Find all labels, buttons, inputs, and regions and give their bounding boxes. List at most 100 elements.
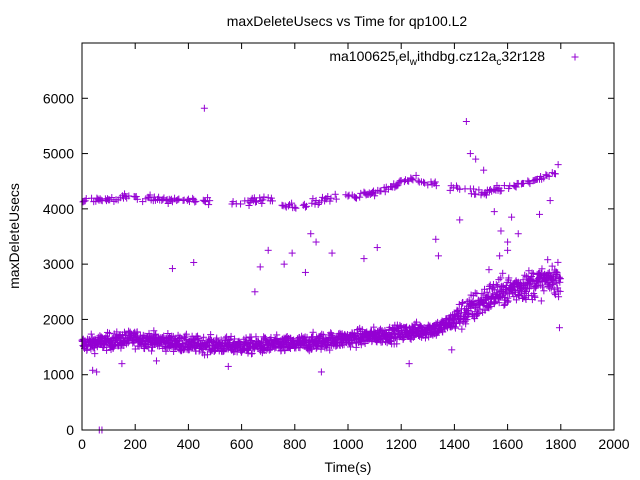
y-tick-label: 1000 [43,367,74,383]
chart-title: maxDeleteUsecs vs Time for qp100.L2 [227,13,468,29]
data-point [205,201,213,209]
data-point [472,190,480,198]
data-point [508,213,516,221]
data-point [470,185,478,193]
data-point [371,192,379,200]
legend-part: el [399,48,410,64]
data-point [520,179,528,187]
data-point [399,334,407,342]
data-point [552,279,560,287]
data-point [252,198,260,206]
data-point [201,198,209,206]
data-point [97,333,105,341]
data-point [174,196,182,204]
x-tick-label: 200 [124,436,148,452]
data-point [531,293,539,301]
data-point [259,196,267,204]
data-point [224,362,232,370]
data-point [522,288,530,296]
x-tick-label: 400 [177,436,201,452]
data-point [87,330,95,338]
data-point [301,268,309,276]
data-point [554,284,562,292]
data-point [314,341,322,349]
data-point [103,346,111,354]
data-point [456,216,464,224]
data-point [268,197,276,205]
data-point [451,324,459,332]
data-point [514,230,522,238]
data-point [554,161,562,169]
x-tick-label: 1200 [386,436,417,452]
data-point [301,203,309,211]
data-point [248,349,256,357]
data-point [260,193,268,201]
data-point [278,201,286,209]
data-point [258,199,266,207]
data-point [286,345,294,353]
data-point [252,333,260,341]
data-point [91,350,99,358]
data-point [497,187,505,195]
data-point [176,333,184,341]
data-point [190,258,198,266]
data-point [540,287,548,295]
data-point [344,192,352,200]
data-point [125,192,133,200]
data-point [227,332,235,340]
data-point [288,199,296,207]
data-point [308,199,316,207]
legend-marker-plus [571,53,579,61]
data-point [537,297,545,305]
data-point [189,194,197,202]
data-point [309,195,317,203]
data-point [482,191,490,199]
legend-subscript: w [409,57,418,68]
data-point [556,278,564,286]
legend-part: ithdbg.cz12a [417,48,497,64]
data-point [512,183,520,191]
data-point [431,178,439,186]
data-point [480,166,488,174]
x-tick-label: 600 [230,436,254,452]
data-point [118,360,126,368]
data-point [307,230,315,238]
data-point [496,252,504,260]
y-tick-label: 5000 [43,146,74,162]
data-point [453,306,461,314]
data-point [312,238,320,246]
data-point [528,269,536,277]
data-point [192,197,200,205]
data-point [318,193,326,201]
data-point [169,332,177,340]
data-point [485,266,493,274]
data-point [331,190,339,198]
data-point [414,177,422,185]
data-point [459,298,467,306]
legend-marker [571,53,579,61]
data-point [486,186,494,194]
data-point [356,193,364,201]
y-axis-ticks: 0 1000 2000 3000 4000 5000 6000 [43,90,614,438]
data-point [539,283,547,291]
data-point [483,294,491,302]
data-point [312,344,320,352]
data-point [556,275,564,283]
data-point [403,323,411,331]
data-point [393,182,401,190]
data-point [175,195,183,203]
data-point [545,172,553,180]
data-point [292,204,300,212]
x-axis-ticks: 0 200 400 600 800 1000 1200 1400 1600 1800 2000 [78,43,630,452]
data-point [555,293,563,301]
data-point [328,249,336,257]
data-point [544,256,552,264]
x-axis-label: Time(s) [325,459,372,475]
data-point [264,246,272,254]
data-point [471,289,479,297]
data-point [108,194,116,202]
data-point [467,304,475,312]
data-point [409,176,417,184]
data-point [256,263,264,271]
